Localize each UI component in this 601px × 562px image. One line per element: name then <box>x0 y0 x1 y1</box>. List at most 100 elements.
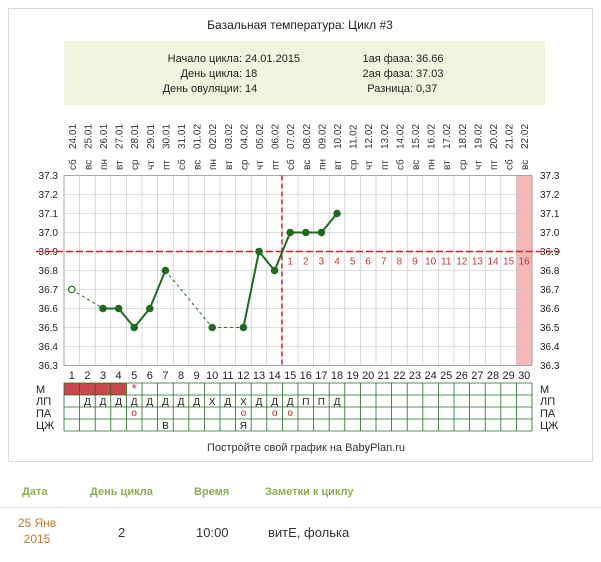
lp-mark: Д <box>224 397 231 408</box>
temperature-point <box>161 266 170 275</box>
temperature-segment <box>258 250 276 272</box>
weekday-label: сб <box>285 159 297 170</box>
y-tick-right: 37.1 <box>540 209 560 220</box>
y-tick-right: 36.6 <box>540 304 560 315</box>
weekday-label: ср <box>458 159 469 170</box>
weekday-label: ср <box>130 159 141 170</box>
y-tick-right: 36.5 <box>540 323 560 334</box>
date-label: 19.02 <box>473 124 484 149</box>
temperature-point <box>114 304 123 313</box>
date-label: 08.02 <box>302 124 313 149</box>
pa-mark: о <box>287 408 293 419</box>
weekday-label: вс <box>411 160 422 170</box>
pa-mark: о <box>272 408 278 419</box>
lp-mark: Д <box>162 397 169 408</box>
weekday-label: чт <box>364 160 375 170</box>
y-tick-left: 36.4 <box>39 342 59 353</box>
weekday-label: ср <box>239 159 250 170</box>
weekday-label: пт <box>380 160 391 170</box>
info-value: 24.01.2015 <box>245 53 300 65</box>
y-tick-right: 37.3 <box>540 171 560 182</box>
date-label: 28.01 <box>130 124 141 149</box>
header-time: Время <box>194 486 230 498</box>
row-cycle-day: 2 <box>118 525 126 540</box>
phase2-day-label: 11 <box>441 257 452 268</box>
y-tick-right: 37.2 <box>540 190 560 201</box>
cycle-day-label: 23 <box>409 370 421 382</box>
table-divider <box>0 507 601 508</box>
lp-mark: Х <box>209 397 216 408</box>
menstruation-cell <box>64 383 80 395</box>
date-label: 06.02 <box>271 124 282 149</box>
date-label: 12.02 <box>364 124 375 149</box>
weekday-label: чт <box>146 160 157 170</box>
row-label-right: М <box>540 384 549 396</box>
lp-mark: Д <box>193 397 200 408</box>
cycle-day-label: 9 <box>194 370 200 382</box>
weekday-label: пн <box>317 159 328 170</box>
y-tick-left: 37.0 <box>39 228 59 239</box>
weekday-label: пн <box>427 159 438 170</box>
menstruation-cell <box>110 383 127 395</box>
date-label: 07.02 <box>286 124 297 149</box>
weekday-label: пт <box>489 160 500 170</box>
y-tick-right: 36.8 <box>540 266 560 277</box>
info-label: 2ая фаза: <box>362 68 413 80</box>
phase2-day-label: 13 <box>472 257 484 268</box>
lp-mark: Д <box>84 397 91 408</box>
temperature-point <box>333 209 341 218</box>
phase2-day-label: 14 <box>487 257 499 268</box>
cycle-day-label: 17 <box>315 370 327 382</box>
date-label: 22.02 <box>520 124 531 149</box>
weekday-label: вт <box>442 160 453 170</box>
date-label: 10.02 <box>333 124 344 149</box>
y-tick-right: 37.0 <box>540 228 560 239</box>
cycle-day-label: 5 <box>131 370 137 382</box>
phase2-day-label: 9 <box>412 257 418 268</box>
cycle-day-label: 16 <box>300 370 312 382</box>
header-date: Дата <box>22 486 48 498</box>
date-label: 21.02 <box>505 124 516 149</box>
info-label: День овуляции: <box>163 83 242 95</box>
row-date-year: 2015 <box>23 532 51 546</box>
temperature-segment <box>242 251 260 328</box>
phase2-day-label: 10 <box>425 257 437 268</box>
cycle-day-label: 26 <box>456 370 468 382</box>
lp-mark: П <box>302 397 309 408</box>
menstruation-star: * <box>132 381 137 396</box>
header-notes: Заметки к циклу <box>265 486 354 498</box>
date-label: 20.02 <box>489 124 500 149</box>
cycle-day-label: 3 <box>100 370 106 382</box>
lp-mark: Д <box>334 397 341 408</box>
cycle-day-label: 19 <box>346 370 358 382</box>
info-value: 0,37 <box>416 83 437 95</box>
weekday-label: вс <box>193 160 204 170</box>
row-label-left: ПА <box>36 408 52 420</box>
info-value: 36.66 <box>416 53 444 65</box>
cycle-day-label: 28 <box>487 370 499 382</box>
y-tick-left: 36.7 <box>39 285 59 296</box>
row-label-left: М <box>36 384 45 396</box>
date-label: 17.02 <box>442 124 453 149</box>
weekday-label: сб <box>67 159 79 170</box>
cycle-day-label: 4 <box>116 370 122 382</box>
y-tick-right: 36.3 <box>540 361 560 372</box>
temperature-gap-segment <box>71 289 104 309</box>
y-tick-left: 37.3 <box>39 171 59 182</box>
row-label-left: ЦЖ <box>36 420 54 432</box>
temperature-point <box>239 323 248 332</box>
cycle-day-label: 30 <box>518 370 530 382</box>
date-label: 31.01 <box>177 124 188 149</box>
weekday-label: пн <box>208 159 219 170</box>
weekday-label: сб <box>504 159 516 170</box>
cycle-day-label: 15 <box>284 370 296 382</box>
cycle-day-label: 1 <box>69 370 75 382</box>
row-note: витЕ, фолька <box>268 525 350 540</box>
temperature-point <box>255 247 263 256</box>
plot-border <box>63 175 533 366</box>
weekday-label: вс <box>302 160 313 170</box>
temperature-point <box>208 323 217 332</box>
date-label: 15.02 <box>411 124 422 149</box>
phase2-day-label: 8 <box>397 257 403 268</box>
row-time: 10:00 <box>196 525 229 540</box>
